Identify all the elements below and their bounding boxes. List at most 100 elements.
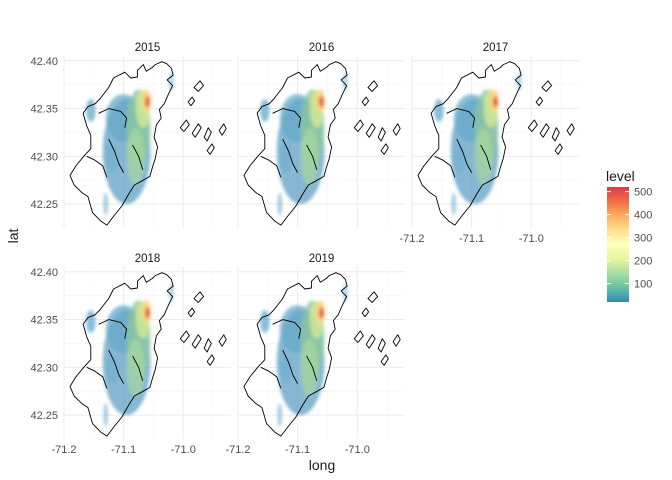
facet-strip-label: 2018 <box>135 253 161 265</box>
density-contour <box>300 338 319 397</box>
city-boundary <box>69 272 174 437</box>
island-boundary <box>191 334 202 349</box>
legend-colorbar <box>607 187 629 302</box>
x-tick-label: -71.1 <box>285 444 310 456</box>
island-boundary <box>392 123 401 136</box>
island-boundary <box>193 80 205 92</box>
boundary-layer <box>243 272 401 437</box>
island-boundary <box>203 338 212 353</box>
island-boundary <box>361 307 370 318</box>
x-tick-label: -71.2 <box>225 444 250 456</box>
density-contour <box>474 127 493 185</box>
density-contour <box>493 96 498 108</box>
neighborhood-boundary <box>306 144 318 170</box>
density-contour <box>319 96 324 108</box>
island-boundary <box>353 330 364 343</box>
x-tick-label: -71.2 <box>51 444 76 456</box>
island-boundary <box>191 123 202 138</box>
density-contour <box>453 143 466 173</box>
y-tick-label: 42.30 <box>30 151 58 163</box>
y-tick-label: 42.35 <box>30 315 58 327</box>
legend-tick-label: 100 <box>634 279 652 291</box>
density-contour <box>319 307 324 319</box>
island-boundary <box>218 123 227 136</box>
neighborhood-boundary <box>132 355 144 381</box>
neighborhood-boundary <box>108 349 124 384</box>
island-boundary <box>554 143 563 155</box>
neighborhood-boundary <box>282 138 298 173</box>
density-contour <box>126 127 145 185</box>
facet-panel-2015: 2015 42.25 42.30 42.35 42.40 <box>30 42 231 228</box>
neighborhood-boundary <box>272 319 302 339</box>
island-boundary <box>361 96 370 107</box>
density-contour <box>300 127 319 185</box>
y-tick-label: 42.40 <box>30 267 58 279</box>
island-boundary <box>365 334 376 349</box>
density-contour <box>86 310 96 333</box>
legend-ticks: 100 200 300 400 500 <box>607 187 652 291</box>
island-boundary <box>218 334 227 347</box>
neighborhood-boundary <box>456 138 472 173</box>
boundary-layer <box>69 61 227 226</box>
y-tick-label: 42.40 <box>30 56 58 68</box>
x-tick-label: -71.1 <box>111 444 136 456</box>
facet-panel-2016: 2016 <box>237 42 405 228</box>
neighborhood-boundary <box>86 155 108 178</box>
facet-strip-label: 2015 <box>135 42 161 54</box>
island-boundary <box>535 96 544 107</box>
neighborhood-boundary <box>306 355 318 381</box>
neighborhood-boundary <box>108 138 124 173</box>
neighborhood-boundary <box>272 108 302 128</box>
island-boundary <box>377 338 386 353</box>
island-boundary <box>187 307 196 318</box>
facet-panel-2018: 2018 42.25 42.30 42.35 42.40 -71.2 -71.1 -71.0 <box>30 253 231 456</box>
island-boundary <box>353 119 364 132</box>
city-boundary <box>243 272 348 437</box>
boundary-layer <box>243 61 401 226</box>
city-boundary <box>417 61 522 226</box>
island-boundary <box>206 143 215 155</box>
density-contour <box>126 338 145 397</box>
island-boundary <box>367 291 379 303</box>
y-axis-title: lat <box>5 229 21 244</box>
density-contour <box>277 192 283 216</box>
x-tick-label: -71.0 <box>171 444 196 456</box>
island-boundary <box>380 354 389 366</box>
boundary-layer <box>417 61 575 226</box>
density-contour <box>145 307 150 319</box>
neighborhood-boundary <box>132 144 144 170</box>
island-boundary <box>527 119 538 132</box>
density-contour <box>86 99 96 122</box>
facet-panels: 2015 42.25 42.30 42.35 42.40 2016 2017 -71.2 -71… <box>30 42 579 456</box>
island-boundary <box>380 143 389 155</box>
neighborhood-boundary <box>282 349 298 384</box>
island-boundary <box>206 354 215 366</box>
neighborhood-boundary <box>260 366 282 389</box>
neighborhood-boundary <box>98 319 128 339</box>
y-tick-label: 42.25 <box>30 410 58 422</box>
facet-panel-2017: 2017 -71.2 -71.1 -71.0 <box>399 42 579 245</box>
density-layer <box>86 283 174 427</box>
neighborhood-boundary <box>86 366 108 389</box>
legend-title: level <box>606 168 635 184</box>
neighborhood-boundary <box>434 155 456 178</box>
density-layer <box>260 72 348 216</box>
island-boundary <box>203 127 212 142</box>
color-legend: level 100 200 300 400 500 <box>606 168 652 302</box>
boundary-layer <box>69 272 227 437</box>
city-boundary <box>243 61 348 226</box>
island-boundary <box>539 123 550 138</box>
density-contour <box>279 354 292 384</box>
y-tick-label: 42.25 <box>30 199 58 211</box>
x-axis-title: long <box>309 457 335 473</box>
density-contour <box>277 403 283 427</box>
island-boundary <box>392 334 401 347</box>
island-boundary <box>541 80 553 92</box>
legend-tick-label: 400 <box>634 210 652 222</box>
neighborhood-boundary <box>480 144 492 170</box>
x-tick-label: -71.2 <box>399 233 424 245</box>
island-boundary <box>179 330 190 343</box>
density-contour <box>103 192 109 216</box>
density-layer <box>434 72 522 216</box>
